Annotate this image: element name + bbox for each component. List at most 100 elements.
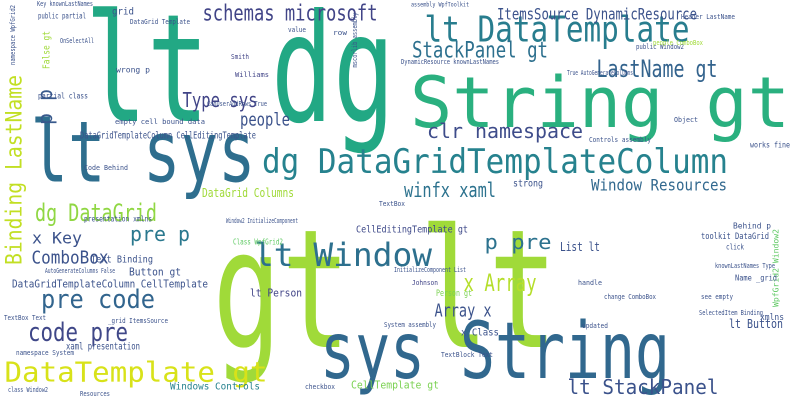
word: InitializeComponent List — [394, 266, 466, 274]
word: CellTemplate gt — [351, 379, 439, 392]
word: Resources — [80, 390, 110, 398]
word: lt Window — [254, 236, 433, 274]
word: lt sys — [31, 104, 256, 203]
word: p p — [33, 89, 57, 125]
word: Windows Controls — [170, 382, 260, 393]
word: sys String — [320, 307, 670, 397]
word: WpfGrid2 Window2 — [772, 229, 781, 307]
word: Button gt — [129, 266, 181, 279]
word: dg DataGrid — [35, 199, 157, 227]
word: Class WpfGrid2 — [233, 238, 283, 247]
word: x Class — [461, 328, 499, 339]
word: handle — [578, 279, 602, 287]
word: Array x — [435, 301, 492, 322]
word: works fine — [750, 141, 790, 150]
word: Williams — [235, 71, 269, 79]
word: class Window2 — [8, 386, 48, 394]
word: public partial — [38, 12, 86, 21]
word: people — [240, 110, 290, 131]
word: winfx xaml — [404, 178, 496, 202]
word: value — [288, 26, 306, 34]
word: public Window2 — [636, 43, 684, 51]
word: empty cell bound data — [115, 118, 205, 126]
word: Johnson — [412, 279, 438, 287]
word: Window2 InitializeComponent — [226, 217, 298, 225]
word: row — [333, 29, 348, 37]
word: Binding LastName — [3, 75, 28, 265]
word: xaml presentation — [66, 342, 140, 353]
word: ItemsSource DynamicResource — [497, 5, 697, 24]
word: clr namespace — [427, 119, 583, 143]
word: pre p — [130, 222, 190, 246]
word: Smith — [231, 53, 249, 61]
word: AutoGenerateColumns False — [45, 267, 115, 275]
word: True AutoGenerateColumns — [567, 69, 633, 77]
word: Text Binding — [91, 255, 153, 266]
word: checkbox — [305, 383, 335, 391]
word: x Array — [464, 269, 537, 297]
word: TextBox Text — [4, 314, 46, 322]
word: assembly WpfToolkit — [411, 2, 469, 9]
word: Key knownLastNames — [37, 0, 93, 8]
word: DataTemplate gt — [5, 356, 268, 389]
word: StackPanel gt — [412, 39, 548, 64]
word: schemas microsoft — [203, 2, 378, 27]
word: Type sys — [183, 88, 258, 112]
word: String gt — [410, 62, 790, 144]
word: namespace WpfGrid2 — [9, 5, 17, 65]
word: lt dg — [85, 0, 395, 157]
word: mscorlib assembly — [351, 13, 359, 68]
word: SelectedItem Binding — [699, 309, 763, 317]
word: namespace System — [16, 349, 74, 357]
word: DataGridTemplateColumn CellEditingTempla… — [80, 131, 256, 142]
word: knownLastNames Type — [715, 262, 775, 270]
word: LastName gt — [597, 55, 718, 83]
word: p pre — [485, 230, 552, 254]
word: x Key — [32, 229, 82, 248]
word: toolkit DataGrid — [701, 232, 769, 242]
word: Header LastName — [681, 13, 735, 21]
word: Behind p — [733, 222, 771, 231]
word: DynamicResource knownLastNames — [401, 58, 499, 66]
word: _grid ItemsSource — [108, 317, 168, 325]
word: change ComboBox — [604, 293, 656, 301]
word: TextBox — [379, 200, 405, 208]
word: xmlns — [760, 313, 784, 323]
word: lt StackPanel — [568, 375, 719, 399]
word: DataGrid Columns — [202, 186, 294, 200]
word: strong — [513, 179, 543, 190]
word: see empty — [701, 293, 733, 301]
word: people ComboBox — [653, 39, 703, 47]
word: Object — [674, 116, 698, 124]
word: presentation xmlns — [84, 215, 152, 224]
word: System assembly — [384, 321, 436, 329]
word: pre code — [41, 285, 155, 315]
word: updated — [582, 322, 608, 330]
word: Person gt — [436, 289, 472, 299]
word: CanUserAddRows True — [207, 100, 267, 108]
word: grid — [112, 7, 134, 18]
word: code pre — [28, 318, 128, 348]
word: gt lt — [213, 194, 558, 386]
word: OnSelectAll — [60, 37, 94, 45]
word: TextBlock Text — [441, 351, 493, 359]
word: Window Resources — [591, 176, 727, 195]
word: List lt — [560, 240, 600, 254]
word: Code Behind — [84, 164, 128, 172]
word: Controls assembly — [589, 136, 651, 144]
word: DataGrid Template — [130, 18, 190, 26]
word: partial class — [38, 92, 88, 101]
word: lt DataTemplate — [425, 10, 690, 51]
word: CellEditingTemplate gt — [356, 225, 468, 236]
word: lt Person — [250, 287, 302, 300]
word: dg DataGridTemplateColumn — [262, 142, 728, 182]
word: DataGridTemplateColumn CellTemplate — [12, 278, 208, 291]
word: wrong p — [116, 66, 150, 75]
word: ComboBox — [32, 248, 109, 269]
word: click — [726, 243, 744, 252]
word: lt Button — [729, 317, 783, 331]
word: Name _grid — [735, 274, 777, 283]
word: False gt — [42, 31, 53, 69]
